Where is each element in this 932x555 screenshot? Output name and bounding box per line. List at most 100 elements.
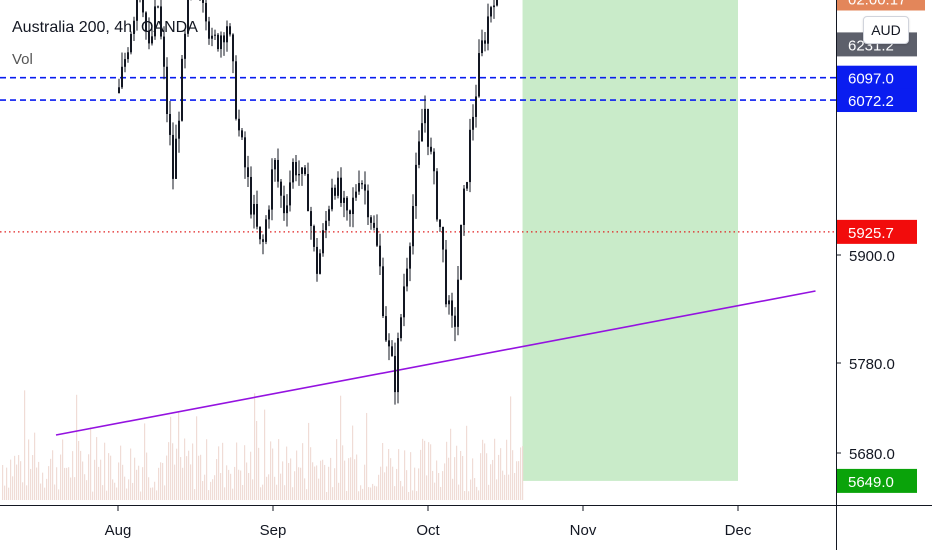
volume-bar xyxy=(132,482,134,500)
volume-bar xyxy=(360,485,362,500)
volume-bar xyxy=(296,450,298,500)
volume-bar xyxy=(128,479,130,500)
volume-bar xyxy=(394,486,396,500)
volume-bar xyxy=(62,439,64,500)
candle-body xyxy=(397,338,399,393)
volume-bar xyxy=(240,470,242,500)
candle-body xyxy=(151,36,153,44)
candle-body xyxy=(229,26,231,35)
volume-bar xyxy=(442,471,444,500)
volume-bar xyxy=(34,432,36,500)
volume-bar xyxy=(272,448,274,500)
volume-bar xyxy=(452,478,454,500)
volume-bar xyxy=(142,467,144,500)
candle-body xyxy=(265,219,267,242)
volume-bar xyxy=(252,479,254,500)
volume-bar xyxy=(140,491,142,500)
candle-body xyxy=(307,173,309,212)
volume-bar xyxy=(148,477,150,500)
volume-bar xyxy=(74,477,76,500)
candle-body xyxy=(373,222,375,228)
volume-bar xyxy=(102,485,104,500)
volume-bar xyxy=(230,473,232,500)
candle-body xyxy=(469,129,471,183)
candle-body xyxy=(127,52,129,60)
x-tick-label: Aug xyxy=(105,522,132,539)
x-tick-label: Sep xyxy=(260,522,287,539)
candle-body xyxy=(463,188,465,225)
volume-bar xyxy=(32,455,34,500)
candle-body xyxy=(130,33,132,53)
volume-bar xyxy=(288,462,290,500)
candle-body xyxy=(493,5,495,8)
candle-body xyxy=(436,171,438,220)
candle-body xyxy=(310,211,312,227)
volume-bar xyxy=(446,441,448,500)
volume-bar xyxy=(166,455,168,500)
volume-bar xyxy=(506,439,508,500)
candle-body xyxy=(319,253,321,274)
volume-bar xyxy=(50,458,52,500)
volume-bar xyxy=(356,454,358,500)
volume-bar xyxy=(98,466,100,500)
candle-body xyxy=(316,246,318,274)
volume-bar xyxy=(70,477,72,500)
volume-bar xyxy=(408,491,410,500)
volume-bar xyxy=(262,484,264,500)
volume-bar xyxy=(376,486,378,500)
volume-bar xyxy=(274,476,276,500)
candle-body xyxy=(166,66,168,114)
volume-bar xyxy=(158,467,160,500)
volume-bar xyxy=(424,440,426,500)
volume-bar xyxy=(124,476,126,500)
volume-bar xyxy=(190,464,192,500)
volume-bar xyxy=(20,461,22,500)
volume-bar xyxy=(312,462,314,500)
volume-bar xyxy=(136,469,138,500)
volume-bar xyxy=(466,425,468,500)
volume-bar xyxy=(144,423,146,500)
volume-bar xyxy=(220,473,222,500)
volume-bar xyxy=(92,491,94,500)
volume-bar xyxy=(56,467,58,500)
volume-bar xyxy=(470,479,472,500)
candle-body xyxy=(136,0,138,21)
volume-bar xyxy=(232,488,234,500)
currency-button[interactable]: AUD xyxy=(863,16,909,44)
candle-body xyxy=(472,116,474,130)
candle-body xyxy=(286,205,288,214)
volume-bar xyxy=(200,454,202,500)
candle-body xyxy=(340,177,342,203)
volume-bar xyxy=(188,450,190,500)
volume-bar xyxy=(208,490,210,500)
volume-bar xyxy=(450,428,452,500)
candle-body xyxy=(262,239,264,242)
volume-bar xyxy=(370,487,372,500)
volume-bar xyxy=(58,489,60,500)
candle-body xyxy=(217,34,219,50)
volume-bar xyxy=(104,442,106,500)
candle-body xyxy=(496,0,498,6)
candle-body xyxy=(283,195,285,214)
volume-bar xyxy=(314,466,316,500)
volume-bar xyxy=(214,475,216,500)
candle-body xyxy=(244,137,246,168)
candle-body xyxy=(238,118,240,131)
volume-bar xyxy=(276,484,278,500)
candle-body xyxy=(370,217,372,223)
volume-bar xyxy=(512,450,514,500)
volume-bar xyxy=(178,412,180,500)
volume-bar xyxy=(268,474,270,500)
volume-bar xyxy=(4,485,6,500)
volume-bar xyxy=(90,427,92,500)
candle-body xyxy=(274,159,276,170)
volume-bar xyxy=(54,484,56,500)
volume-bar xyxy=(436,460,438,500)
volume-bar xyxy=(396,468,398,500)
volume-bar xyxy=(474,478,476,500)
candle-body xyxy=(433,151,435,172)
price-label-bg xyxy=(837,0,925,11)
volume-bar xyxy=(246,462,248,500)
